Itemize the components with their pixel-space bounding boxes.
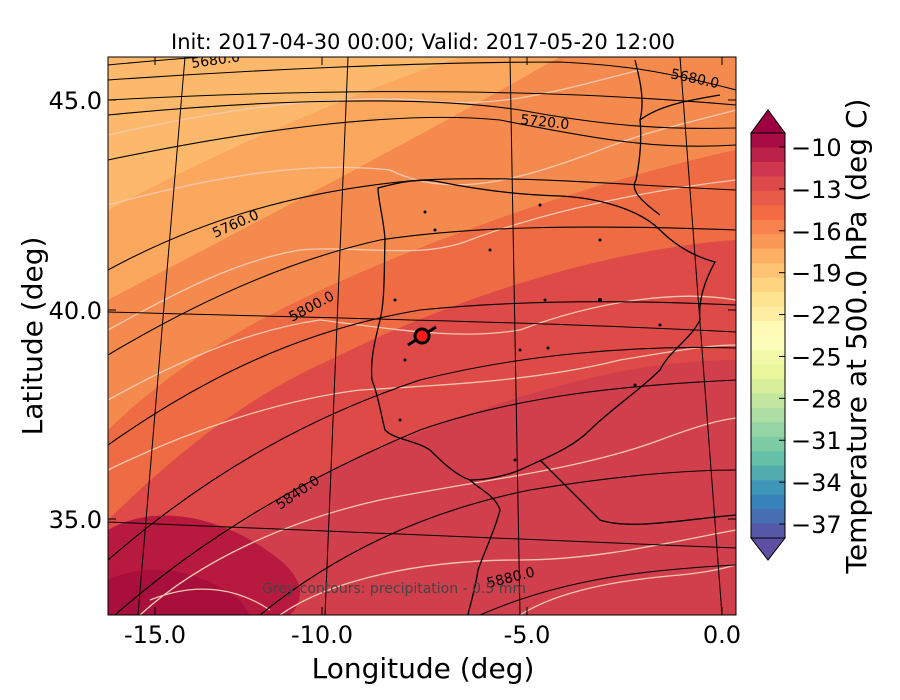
coast-islands xyxy=(393,203,662,462)
colorbar-tick-label: −10 xyxy=(791,134,842,162)
colorbar-segment xyxy=(751,480,785,496)
axis-ticks xyxy=(108,57,736,615)
colorbar-tick-label: −19 xyxy=(791,260,842,288)
colorbar-segment xyxy=(751,523,785,539)
coastline xyxy=(370,59,736,615)
y-tick-label: 45.0 xyxy=(49,87,102,115)
colorbar-tick-label: −25 xyxy=(791,343,842,371)
colorbar-segment xyxy=(751,292,785,308)
colorbar-segment xyxy=(751,161,785,177)
x-tick-label: -10.0 xyxy=(291,621,353,649)
colorbar-segment xyxy=(751,436,785,452)
colorbar-segment xyxy=(751,234,785,250)
colorbar-label: Temperature at 500.0 hPa (deg C) xyxy=(840,99,873,575)
height-contours xyxy=(108,57,736,615)
colorbar-top-extension xyxy=(750,109,786,134)
map-panel: 5680.0 5680.0 5720.0 5760.0 5800.0 5840.… xyxy=(108,57,736,615)
colorbar-tick-label: −13 xyxy=(791,176,842,204)
colorbar-segment xyxy=(751,465,785,481)
precipitation-note: Grey contours: precipitation - 0.5 mm xyxy=(262,581,526,597)
colorbar-tick-label: −28 xyxy=(791,385,842,413)
y-axis-label: Latitude (deg) xyxy=(16,237,49,436)
colorbar-segment xyxy=(751,321,785,337)
colorbar-tick-label: −22 xyxy=(791,302,842,330)
colorbar-ticks: −10 −13 −16 −19 −22 −25 −28 −31 −34 −37 xyxy=(779,134,842,539)
colorbar-bottom-extension xyxy=(749,537,787,561)
colorbar-frame xyxy=(750,132,786,539)
colorbar-segment xyxy=(751,190,785,206)
colorbar-segment xyxy=(751,133,785,149)
colorbar-segment xyxy=(751,147,785,163)
colorbar-tick-label: −37 xyxy=(791,511,842,539)
temp-band-2 xyxy=(108,57,460,210)
temp-band-4 xyxy=(108,150,736,520)
location-marker xyxy=(407,325,437,347)
colorbar-segments xyxy=(751,133,785,539)
colorbar-segment xyxy=(751,335,785,351)
y-tick-label: 40.0 xyxy=(49,297,102,325)
x-tick-label: 0.0 xyxy=(703,621,741,649)
colorbar-segment xyxy=(751,306,785,322)
colorbar-tick-label: −34 xyxy=(791,469,842,497)
temp-band-5 xyxy=(108,240,736,615)
contour-label-5720: 5720.0 xyxy=(520,112,570,133)
colorbar-segment xyxy=(751,494,785,510)
colorbar-segment xyxy=(751,349,785,366)
colorbar-segment xyxy=(751,407,785,423)
colorbar-tick-label: −31 xyxy=(791,427,842,455)
colorbar-segment xyxy=(751,248,785,264)
colorbar-segment xyxy=(751,378,785,394)
colorbar-segment xyxy=(751,451,785,467)
colorbar-segment xyxy=(751,277,785,293)
colorbar-segment xyxy=(751,219,785,235)
temp-band-coldest-2 xyxy=(108,569,250,615)
colorbar-segment xyxy=(751,364,785,380)
plot-frame xyxy=(107,56,737,616)
temp-band-6 xyxy=(150,360,736,615)
y-tick-label: 35.0 xyxy=(49,506,102,534)
colorbar-segment xyxy=(751,393,785,409)
colorbar-segment xyxy=(751,263,785,279)
colorbar: −10 −13 −16 −19 −22 −25 −28 −31 −34 −37 Temperatu… xyxy=(749,99,873,575)
colorbar-segment xyxy=(751,176,785,192)
colorbar-segment xyxy=(751,509,785,525)
temp-band-3 xyxy=(108,57,736,430)
x-axis-label: Longitude (deg) xyxy=(312,652,535,685)
x-tick-label: -15.0 xyxy=(124,621,186,649)
colorbar-segment xyxy=(751,205,785,221)
colorbar-segment xyxy=(751,422,785,438)
chart-title: Init: 2017-04-30 00:00; Valid: 2017-05-2… xyxy=(171,30,675,54)
x-tick-label: -5.0 xyxy=(504,621,551,649)
colorbar-tick-label: −16 xyxy=(791,218,842,246)
